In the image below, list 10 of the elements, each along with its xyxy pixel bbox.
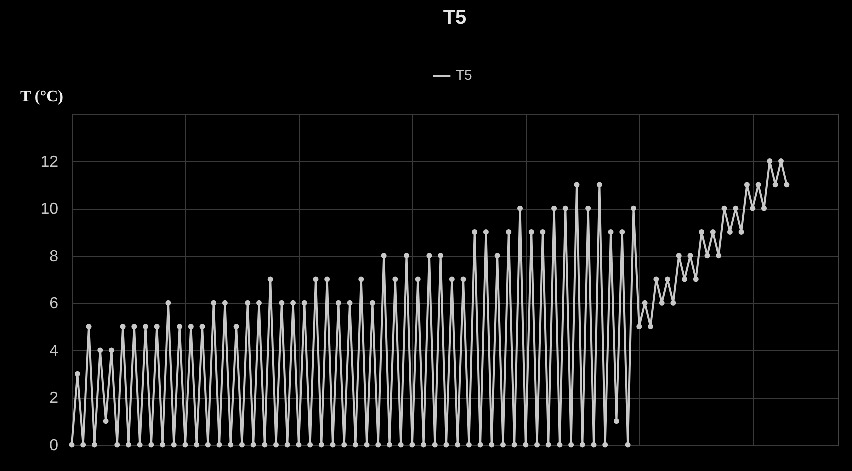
y-tick-label: 8 bbox=[50, 248, 59, 266]
chart-title: T5 bbox=[443, 7, 467, 29]
y-tick-label: 12 bbox=[40, 154, 59, 171]
y-tick-label: 0 bbox=[50, 438, 59, 454]
y-tick-label: 6 bbox=[50, 296, 59, 313]
y-tick-label: 2 bbox=[50, 390, 59, 408]
y-tick-label: 10 bbox=[40, 201, 59, 218]
legend-label: T5 bbox=[456, 67, 473, 83]
y-tick-label: 4 bbox=[50, 342, 59, 360]
y-axis-title: T (°C) bbox=[20, 88, 64, 106]
